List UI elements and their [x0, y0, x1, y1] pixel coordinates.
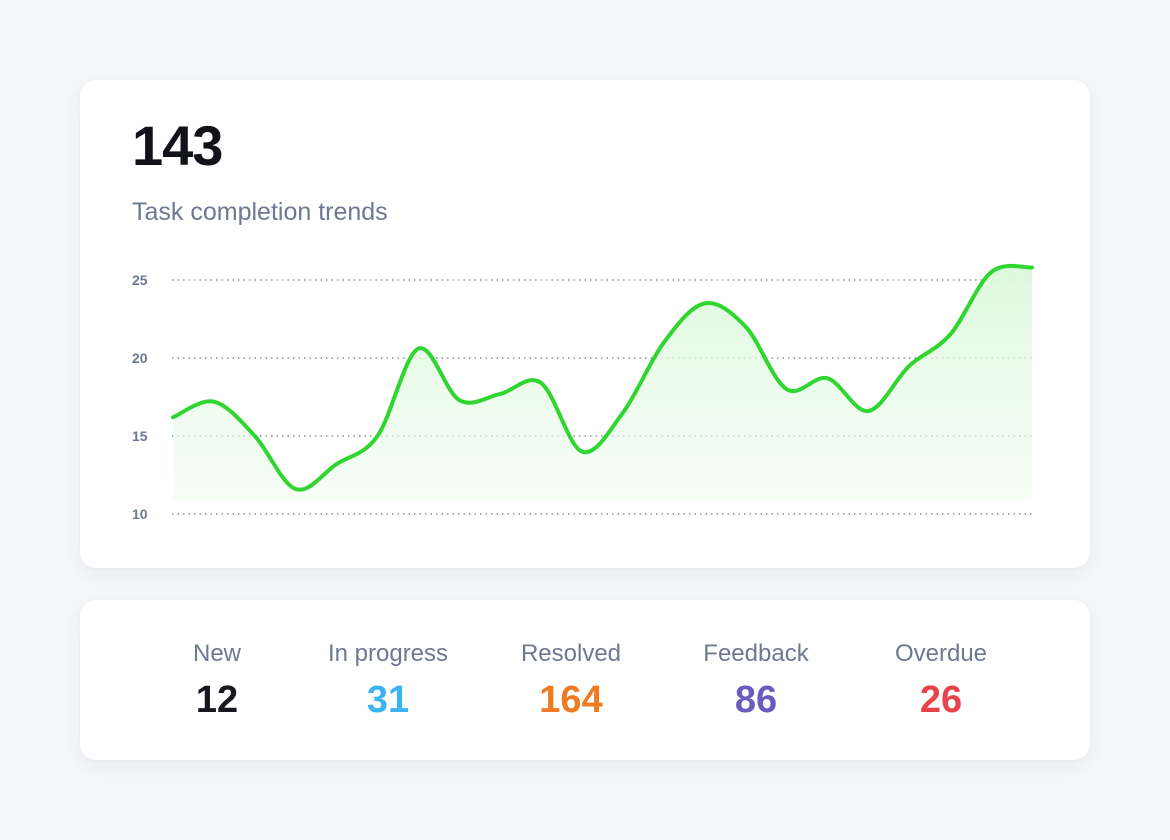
data-point — [537, 379, 545, 387]
stat-overdue: Overdue 26 — [841, 638, 1041, 724]
trend-area — [173, 265, 1032, 500]
trend-card: 143 Task completion trends 10 15 20 25 — [80, 80, 1090, 568]
data-point — [455, 396, 463, 404]
trend-chart: 10 15 20 25 — [132, 263, 1036, 522]
total-count: 143 — [132, 114, 223, 177]
stat-label: New — [192, 640, 241, 667]
status-summary-card: New 12 In progress 31 Resolved 164 Feedback 86 O… — [80, 600, 1090, 760]
stat-new: New 12 — [117, 638, 317, 724]
data-point — [292, 485, 300, 493]
data-point — [660, 338, 668, 346]
data-point — [210, 398, 218, 406]
stat-value: 12 — [195, 679, 239, 721]
data-point — [864, 407, 872, 415]
stat-value: 26 — [919, 679, 963, 721]
stat-in-progress: In progress 31 — [288, 638, 488, 724]
y-tick-label: 25 — [132, 272, 148, 288]
y-tick-label: 10 — [132, 506, 148, 522]
stat-value: 164 — [539, 679, 603, 721]
data-point — [1028, 264, 1036, 272]
data-point — [905, 362, 913, 370]
data-point — [251, 432, 259, 440]
data-point — [701, 299, 709, 307]
data-point — [987, 268, 995, 276]
stat-value: 86 — [734, 679, 778, 721]
data-point — [823, 374, 831, 382]
data-point — [169, 413, 177, 421]
y-tick-label: 15 — [132, 428, 148, 444]
data-point — [496, 390, 504, 398]
stat-label: Overdue — [894, 640, 988, 667]
stat-resolved: Resolved 164 — [471, 638, 671, 724]
stat-label: Resolved — [520, 640, 622, 667]
data-point — [742, 323, 750, 331]
data-point — [578, 448, 586, 456]
stat-label: Feedback — [703, 640, 809, 667]
chart-title: Task completion trends — [132, 198, 388, 226]
data-point — [414, 345, 422, 353]
data-point — [619, 409, 627, 417]
status-stats-row: New 12 In progress 31 Resolved 164 Feedback 86 O… — [80, 600, 1090, 760]
data-point — [374, 432, 382, 440]
stat-feedback: Feedback 86 — [656, 638, 856, 724]
stat-value: 31 — [366, 679, 410, 721]
data-point — [946, 331, 954, 339]
data-point — [783, 385, 791, 393]
trend-line — [171, 263, 1034, 492]
y-tick-label: 20 — [132, 350, 148, 366]
data-point — [333, 460, 341, 468]
stat-label: In progress — [327, 640, 449, 667]
